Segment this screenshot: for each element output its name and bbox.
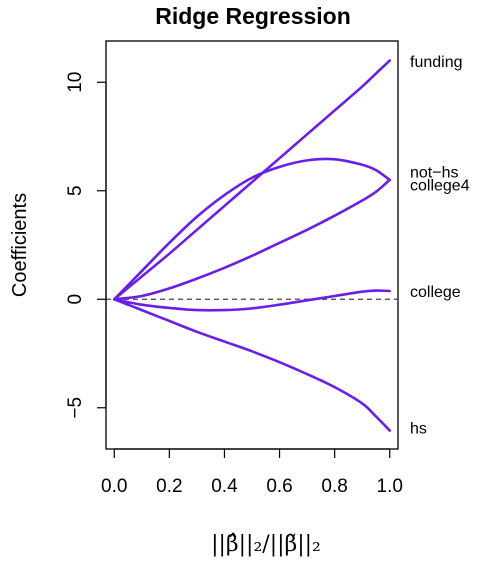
series-line-hs [114,299,389,430]
series-line-not-hs [114,159,389,299]
x-tick-label: 0.0 [101,476,127,497]
x-tick-label: 1.0 [377,476,403,497]
series-label-college4: college4 [410,178,470,195]
x-tick-label: 0.8 [321,476,347,497]
y-tick-label: −5 [65,397,86,419]
y-tick-label: 10 [65,72,86,93]
series-line-college4 [114,180,389,299]
plot-frame [106,41,398,449]
series-label-college: college [410,284,461,301]
y-tick-label: 0 [65,294,86,305]
y-axis: −5 0 5 10 [65,72,106,419]
x-axis-label: ||β̂||₂/||β̃||₂ [211,532,321,557]
x-tick-label: 0.4 [211,476,238,497]
series-line-funding [114,61,389,300]
x-axis: 0.0 0.2 0.4 0.6 0.8 1.0 [101,449,403,497]
x-tick-label: 0.2 [156,476,182,497]
series-label-funding: funding [410,54,463,71]
series-label-hs: hs [410,421,427,438]
chart-title: Ridge Regression [155,3,351,29]
x-tick-label: 0.6 [266,476,292,497]
series-group [114,61,389,431]
y-tick-label: 5 [65,185,86,196]
y-axis-label: Coefficients [9,193,31,297]
